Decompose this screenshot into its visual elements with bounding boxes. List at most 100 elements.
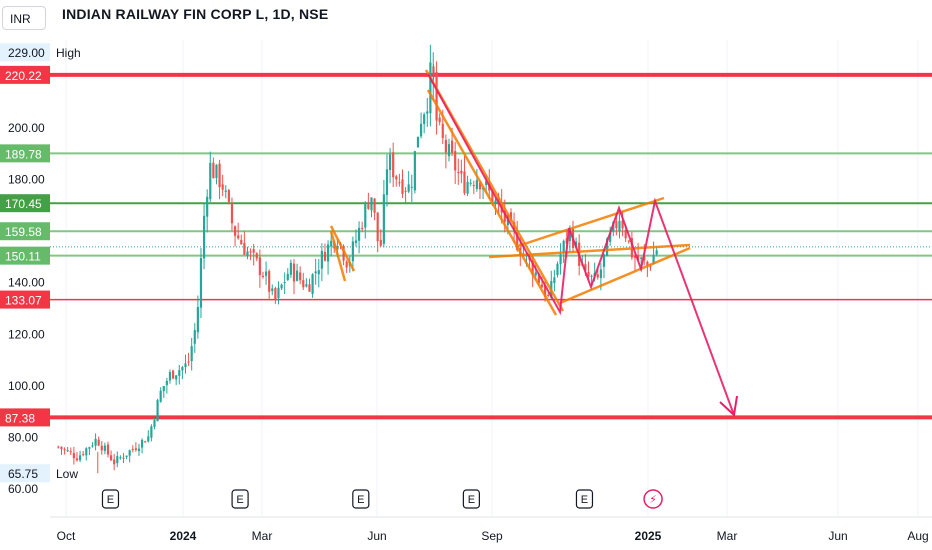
- candle: [268, 269, 271, 301]
- earnings-icon[interactable]: E: [352, 489, 370, 509]
- candle-body: [209, 162, 212, 200]
- candle: [125, 455, 128, 460]
- y-tick-label: 60.00: [8, 482, 38, 496]
- level-label: 170.45: [5, 197, 42, 211]
- candle: [224, 185, 227, 199]
- flag-line-2[interactable]: [329, 230, 347, 282]
- candle: [323, 243, 327, 262]
- candle: [457, 158, 460, 185]
- candle: [655, 246, 658, 257]
- up-channel-base[interactable]: [559, 246, 691, 305]
- candle-body: [277, 287, 280, 298]
- candle: [295, 263, 299, 282]
- candle: [184, 354, 187, 374]
- candle: [261, 271, 265, 279]
- candle: [364, 201, 367, 239]
- candle: [376, 212, 379, 253]
- y-tick-label: 100.00: [8, 379, 45, 393]
- candle: [370, 197, 373, 218]
- candle-body: [392, 152, 395, 178]
- symbol-title: INDIAN RAILWAY FIN CORP L, 1D, NSE: [62, 6, 329, 22]
- candle-body: [615, 221, 618, 229]
- low-badge: [0, 464, 50, 483]
- candle-body: [147, 436, 150, 442]
- candle: [196, 295, 199, 339]
- earnings-icon[interactable]: E: [231, 489, 249, 509]
- candle: [131, 445, 134, 453]
- candle-body: [624, 229, 627, 239]
- down-channel-lower[interactable]: [426, 89, 558, 316]
- candle: [72, 446, 75, 465]
- candle: [209, 151, 212, 203]
- candle-body: [395, 176, 398, 180]
- candle: [553, 269, 556, 292]
- candle-body: [627, 240, 630, 242]
- candle: [302, 272, 305, 290]
- earnings-icon[interactable]: E: [575, 489, 594, 509]
- candle: [283, 272, 286, 295]
- left-price-scale: 220.22 189.78 170.45 159.58 150.11 133.07 87.3…: [0, 43, 81, 496]
- candle-body: [320, 250, 323, 269]
- candle-body: [156, 400, 159, 422]
- candle-body: [342, 246, 345, 261]
- candle-body: [162, 386, 165, 392]
- candle-body: [596, 274, 599, 278]
- earnings-icon[interactable]: E: [462, 489, 480, 509]
- currency-selector[interactable]: INR: [2, 6, 46, 30]
- candle-body: [100, 445, 103, 451]
- candle-body: [125, 455, 128, 457]
- projection-path[interactable]: [427, 73, 735, 416]
- candle-body: [540, 284, 544, 288]
- candle: [379, 229, 382, 247]
- candle-body: [404, 190, 407, 192]
- candle-body: [230, 203, 234, 224]
- up-channel-lower[interactable]: [488, 243, 691, 259]
- candle-body: [283, 281, 286, 283]
- candle-body: [478, 182, 482, 190]
- candle-body: [305, 284, 308, 287]
- candle-body: [475, 180, 478, 189]
- candle-body: [66, 450, 69, 452]
- candle: [367, 192, 370, 210]
- candle: [237, 222, 240, 240]
- candle-body: [252, 249, 255, 253]
- candle: [206, 189, 209, 233]
- candle-body: [640, 257, 643, 259]
- candle: [150, 424, 153, 442]
- candle: [305, 278, 308, 288]
- candle: [382, 180, 385, 248]
- candle: [91, 442, 94, 448]
- earnings-badge: [352, 489, 370, 509]
- x-tick-label: Jun: [828, 529, 847, 543]
- projection-arrowhead: [719, 395, 738, 418]
- candle-body: [543, 285, 547, 297]
- candle: [466, 175, 469, 197]
- candle-body: [646, 261, 649, 266]
- candle-body: [116, 456, 119, 464]
- level-badge: [0, 290, 50, 309]
- candle-body: [302, 280, 305, 288]
- candle-body: [354, 240, 358, 243]
- candle: [460, 159, 463, 184]
- up-channel-upper[interactable]: [517, 196, 665, 248]
- candle: [463, 155, 466, 196]
- dividend-icon[interactable]: ⚡: [643, 489, 663, 509]
- candle-body: [423, 114, 426, 124]
- candle: [221, 174, 224, 197]
- earnings-icon[interactable]: E: [101, 489, 120, 509]
- y-tick-label: 120.00: [8, 327, 45, 341]
- flag-line-1[interactable]: [329, 225, 356, 272]
- level-badge: [0, 65, 50, 84]
- candle-body: [274, 288, 277, 300]
- candle-body: [491, 190, 494, 204]
- candle: [385, 154, 389, 207]
- candle-body: [426, 111, 429, 114]
- earnings-letter: E: [236, 494, 243, 506]
- candle-body: [190, 346, 193, 362]
- candle-body: [165, 380, 168, 386]
- candle: [435, 61, 438, 135]
- level-label: 87.38: [5, 411, 35, 425]
- candle-body: [264, 271, 268, 276]
- candle-body: [388, 154, 392, 171]
